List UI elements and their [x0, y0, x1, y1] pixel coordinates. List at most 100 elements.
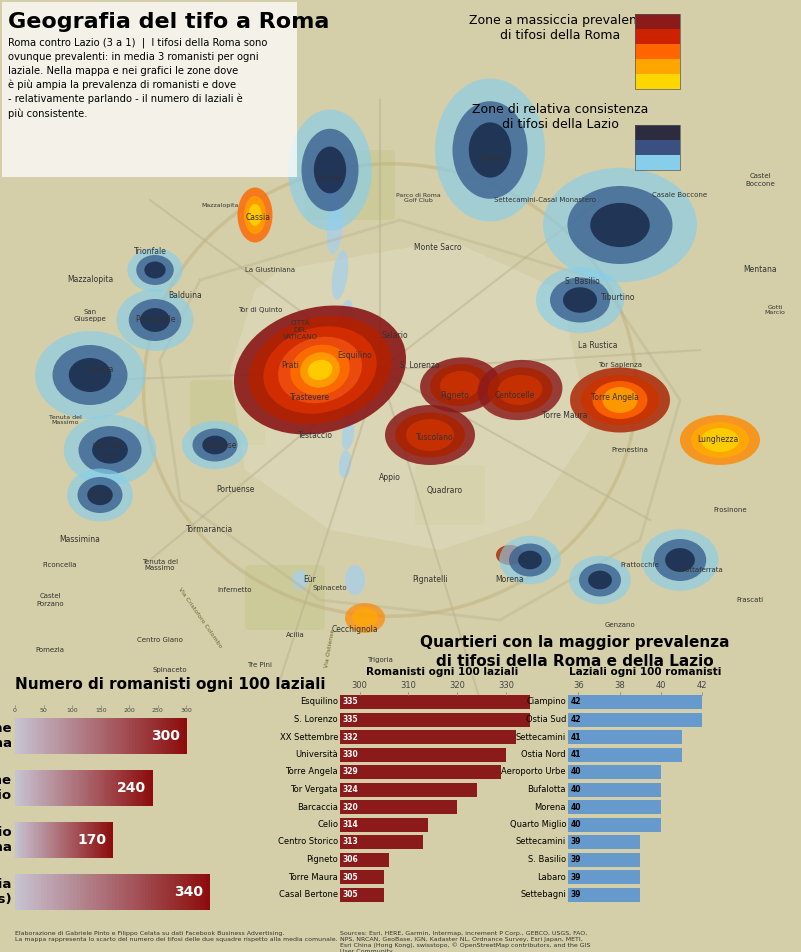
Bar — [106, 822, 108, 858]
Ellipse shape — [182, 421, 248, 469]
Bar — [113, 770, 116, 806]
Text: 332: 332 — [343, 732, 359, 742]
Bar — [67, 770, 70, 806]
Bar — [106, 874, 110, 910]
Bar — [635, 125, 680, 140]
Bar — [32, 718, 35, 754]
Ellipse shape — [244, 196, 266, 234]
Bar — [93, 770, 95, 806]
Ellipse shape — [342, 346, 358, 385]
Bar — [568, 800, 661, 814]
Bar — [30, 822, 32, 858]
Ellipse shape — [406, 419, 454, 451]
Bar — [74, 770, 77, 806]
Text: Ostia Sud: Ostia Sud — [525, 715, 566, 724]
Bar — [22, 874, 25, 910]
Bar — [61, 770, 63, 806]
Bar — [38, 770, 41, 806]
Ellipse shape — [78, 426, 142, 474]
Bar — [83, 718, 87, 754]
Text: 38: 38 — [614, 681, 625, 690]
Ellipse shape — [477, 360, 562, 420]
Text: 324: 324 — [343, 785, 359, 794]
Bar — [161, 718, 164, 754]
Text: Torre Maura: Torre Maura — [542, 410, 588, 420]
Text: Tenuta del
Massimo: Tenuta del Massimo — [49, 415, 82, 426]
Bar — [107, 770, 109, 806]
Text: Labaro: Labaro — [537, 872, 566, 882]
Ellipse shape — [701, 428, 739, 452]
Text: La Rustica: La Rustica — [578, 341, 618, 349]
Text: Sources: Esri, HERE, Garmin, Intermap, increment P Corp., GEBCO, USGS, FAO,
NPS,: Sources: Esri, HERE, Garmin, Intermap, i… — [340, 931, 590, 952]
Text: S. Lorenzo: S. Lorenzo — [295, 715, 338, 724]
Ellipse shape — [570, 556, 631, 605]
Text: Tormarancia: Tormarancia — [187, 526, 234, 534]
Text: 250: 250 — [152, 708, 163, 713]
Text: Boccea: Boccea — [87, 366, 114, 374]
Text: 39: 39 — [571, 838, 582, 846]
Bar — [78, 822, 80, 858]
Text: 300: 300 — [180, 708, 192, 713]
Bar — [635, 155, 680, 170]
Bar — [26, 718, 30, 754]
Bar — [18, 770, 20, 806]
Bar — [34, 822, 37, 858]
Ellipse shape — [87, 485, 113, 506]
Bar — [199, 874, 203, 910]
Bar — [77, 874, 80, 910]
Bar — [158, 874, 161, 910]
Bar — [167, 718, 170, 754]
Text: 39: 39 — [571, 855, 582, 864]
Ellipse shape — [292, 570, 308, 590]
Bar — [83, 874, 87, 910]
Bar — [38, 822, 40, 858]
Text: Laziali ogni 100 romanisti: Laziali ogni 100 romanisti — [570, 667, 722, 677]
Bar — [81, 770, 84, 806]
Bar — [95, 770, 98, 806]
Text: Regione
Lazio: Regione Lazio — [0, 774, 12, 802]
Bar — [340, 800, 457, 814]
Bar — [41, 718, 44, 754]
Bar — [93, 874, 96, 910]
Text: Aeroporto Urbe: Aeroporto Urbe — [501, 767, 566, 777]
Bar — [340, 747, 506, 762]
Bar — [129, 770, 132, 806]
Bar — [132, 718, 135, 754]
Text: Settebagni: Settebagni — [520, 890, 566, 899]
Bar — [340, 730, 516, 744]
Text: Trionfale: Trionfale — [134, 248, 167, 256]
Bar — [138, 718, 141, 754]
Bar — [15, 770, 18, 806]
Bar — [79, 770, 82, 806]
Bar — [172, 718, 175, 754]
Ellipse shape — [53, 345, 127, 405]
Text: Centocelle: Centocelle — [495, 390, 535, 400]
Ellipse shape — [238, 188, 272, 243]
Text: Frattocchie: Frattocchie — [621, 562, 659, 568]
Ellipse shape — [300, 352, 340, 387]
Ellipse shape — [665, 548, 695, 572]
Bar — [42, 770, 45, 806]
Bar — [66, 874, 70, 910]
Text: Torre Angela: Torre Angela — [285, 767, 338, 777]
Text: 150: 150 — [95, 708, 107, 713]
Bar — [69, 718, 73, 754]
Text: Labaro: Labaro — [317, 173, 343, 183]
Text: 40: 40 — [571, 767, 582, 777]
Text: Settecamini-Casal Monastero: Settecamini-Casal Monastero — [494, 197, 596, 203]
Bar — [52, 822, 54, 858]
Ellipse shape — [78, 477, 123, 513]
Text: Torre Angela: Torre Angela — [591, 393, 639, 403]
Text: Frascati: Frascati — [736, 597, 763, 603]
Text: Appio: Appio — [379, 473, 401, 483]
Bar — [171, 874, 174, 910]
Bar — [95, 822, 96, 858]
Bar — [21, 718, 24, 754]
Ellipse shape — [140, 308, 170, 332]
Bar — [190, 874, 194, 910]
Text: Numero di romanisti ogni 100 laziali: Numero di romanisti ogni 100 laziali — [15, 677, 325, 692]
Bar — [103, 718, 107, 754]
Text: 170: 170 — [77, 833, 107, 847]
Text: Trastevere: Trastevere — [290, 393, 330, 403]
Ellipse shape — [345, 603, 385, 633]
